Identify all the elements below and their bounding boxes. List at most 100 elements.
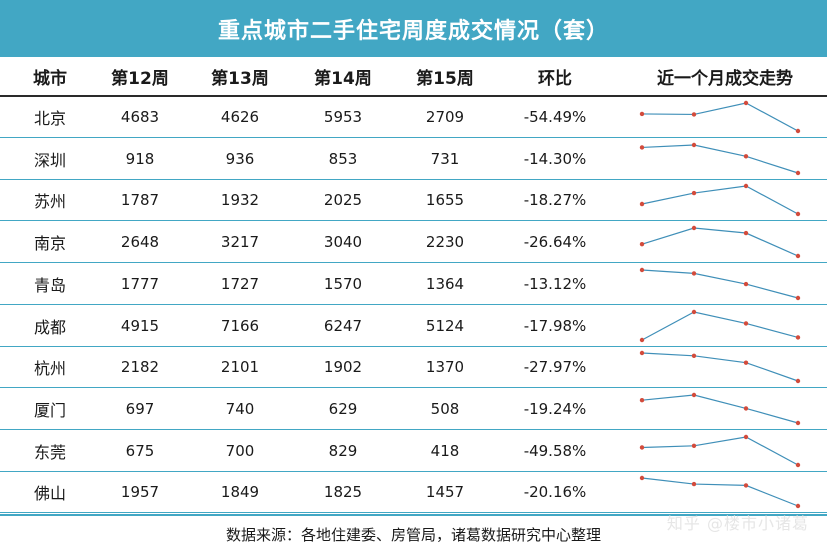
sparkline-point	[639, 397, 645, 403]
trend-sparkline	[639, 434, 801, 467]
table-row: 南京 2648 3217 3040 2230 -26.64%	[0, 222, 827, 264]
cell-city: 北京	[33, 109, 66, 128]
sparkline-point	[795, 253, 801, 259]
cell-change: -18.27%	[523, 191, 587, 210]
sparkline-point	[639, 267, 645, 272]
sparkline-point	[639, 476, 645, 481]
table-row: 杭州 2182 2101 1902 1370 -27.97%	[0, 347, 827, 389]
table-row: 成都 4915 7166 6247 5124 -17.98%	[0, 306, 827, 347]
sparkline-point	[743, 320, 749, 326]
cell-w13: 7166	[220, 316, 260, 335]
sparkline-point	[691, 443, 697, 448]
trend-sparkline	[639, 100, 801, 134]
sparkline-line	[641, 394, 799, 424]
cell-w15: 1655	[425, 191, 465, 210]
cell-w12: 918	[125, 149, 155, 168]
cell-w14: 1570	[323, 274, 363, 293]
cell-w14: 1902	[323, 358, 363, 377]
sparkline-point	[743, 153, 749, 159]
chart-title: 重点城市二手住宅周度成交情况（套）	[0, 0, 827, 57]
cell-w14: 6247	[323, 316, 363, 335]
sparkline-line	[641, 144, 799, 174]
cell-city: 成都	[33, 317, 66, 337]
cell-w15: 2230	[425, 233, 465, 252]
sparkline-point	[691, 353, 697, 359]
cell-city: 厦门	[33, 400, 66, 420]
sparkline-point	[795, 378, 801, 384]
sparkline-point	[639, 202, 645, 207]
sparkline-point	[743, 230, 749, 236]
cell-change: -14.30%	[523, 149, 587, 168]
cell-w12: 1777	[120, 274, 160, 293]
trend-sparkline	[639, 267, 801, 300]
data-source: 数据来源：各地住建委、房管局，诸葛数据研究中心整理	[0, 514, 827, 552]
trend-sparkline	[639, 350, 801, 384]
cell-w13: 2101	[220, 358, 260, 377]
cell-w12: 1957	[120, 483, 160, 502]
sparkline-point	[639, 350, 645, 356]
cell-change: -13.12%	[523, 274, 587, 293]
sparkline-point	[743, 406, 749, 411]
sparkline-line	[641, 185, 799, 215]
cell-city: 东莞	[33, 442, 66, 462]
trend-sparkline	[639, 142, 801, 175]
cell-w14: 5953	[323, 108, 363, 126]
sparkline-point	[743, 360, 749, 366]
cell-w12: 4915	[120, 316, 160, 335]
sparkline-point	[743, 434, 749, 439]
header-city: 城市	[33, 68, 67, 89]
sparkline-point	[691, 270, 697, 276]
header-week13: 第13周	[211, 68, 269, 89]
cell-city: 苏州	[33, 192, 66, 212]
cell-city: 深圳	[33, 150, 66, 170]
cell-w12: 2648	[120, 233, 160, 252]
sparkline-line	[641, 477, 799, 507]
cell-w15: 418	[430, 441, 460, 460]
cell-w14: 829	[328, 441, 358, 460]
trend-sparkline	[639, 184, 801, 217]
table-row: 深圳 918 936 853 731 -14.30%	[0, 139, 827, 180]
cell-w13: 740	[225, 399, 255, 418]
header-week15: 第15周	[416, 68, 474, 89]
trend-sparkline	[639, 225, 801, 259]
cell-w15: 508	[430, 399, 460, 418]
sparkline-point	[795, 334, 801, 340]
sparkline-point	[691, 142, 697, 147]
cell-w14: 2025	[323, 191, 363, 210]
table-row: 佛山 1957 1849 1825 1457 -20.16%	[0, 472, 827, 514]
header-week14: 第14周	[314, 68, 372, 89]
cell-w13: 4626	[220, 108, 260, 126]
sparkline-point	[691, 191, 697, 196]
cell-change: -19.24%	[523, 399, 587, 418]
sparkline-line	[641, 102, 799, 132]
sparkline-point	[691, 482, 697, 487]
header-week12: 第12周	[111, 68, 169, 89]
cell-w15: 2709	[425, 108, 465, 126]
cell-w13: 1727	[220, 274, 260, 293]
cell-w15: 1364	[425, 274, 465, 293]
cell-w13: 700	[225, 441, 255, 460]
watermark: 知乎 @楼市小诸葛	[666, 514, 809, 533]
cell-w15: 1457	[425, 483, 465, 502]
cell-w15: 731	[430, 149, 460, 168]
footer-text: 数据来源：各地住建委、房管局，诸葛数据研究中心整理	[225, 525, 601, 544]
cell-w15: 5124	[425, 316, 465, 335]
table-row: 东莞 675 700 829 418 -49.58%	[0, 431, 827, 472]
sparkline-point	[639, 111, 645, 117]
sparkline-line	[641, 310, 799, 341]
cell-w12: 697	[125, 399, 155, 418]
trend-sparkline	[639, 309, 801, 342]
cell-city: 青岛	[33, 275, 66, 295]
cell-city: 杭州	[33, 359, 66, 379]
sparkline-point	[691, 392, 697, 398]
cell-w14: 853	[328, 149, 358, 168]
sparkline-point	[639, 444, 645, 450]
sparkline-point	[795, 295, 801, 300]
sparkline-point	[795, 504, 801, 509]
sparkline-point	[743, 483, 749, 488]
sparkline-point	[795, 420, 801, 426]
table-row: 厦门 697 740 629 508 -19.24%	[0, 389, 827, 430]
cell-w12: 675	[125, 441, 155, 460]
cell-change: -26.64%	[523, 233, 587, 252]
